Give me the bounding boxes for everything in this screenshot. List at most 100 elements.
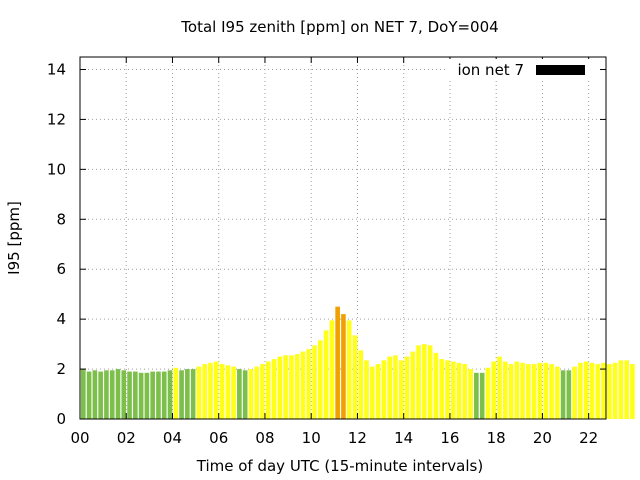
bar [242, 370, 248, 419]
y-tick-label: 8 [56, 210, 66, 228]
bar [630, 364, 635, 419]
x-tick-label: 02 [117, 429, 136, 447]
bar [491, 361, 497, 419]
bar [554, 366, 560, 419]
bar [422, 344, 427, 419]
bar [462, 364, 468, 419]
x-axis-label: Time of day UTC (15-minute intervals) [196, 457, 483, 475]
x-tick-label: 22 [579, 429, 598, 447]
bar [138, 372, 144, 419]
bar [86, 371, 92, 419]
bar [150, 371, 155, 419]
bar [312, 345, 317, 419]
chart-title: Total I95 zenith [ppm] on NET 7, DoY=004 [180, 18, 498, 36]
bar [358, 350, 364, 419]
bar [144, 372, 150, 419]
bar [121, 370, 127, 419]
bar [346, 320, 352, 419]
bar [190, 369, 196, 419]
bar [156, 371, 161, 419]
bar [427, 345, 433, 419]
bar [479, 372, 485, 419]
bar [213, 361, 219, 419]
bar [254, 366, 260, 419]
bar [92, 370, 98, 419]
y-tick-label: 6 [56, 260, 66, 278]
y-tick-label: 12 [47, 110, 66, 128]
x-tick-label: 12 [348, 429, 367, 447]
bar [196, 366, 202, 419]
bar [306, 349, 312, 419]
bar [208, 362, 213, 419]
bar [520, 362, 525, 419]
y-tick-label: 4 [56, 310, 66, 328]
bar [219, 364, 225, 419]
bar [173, 367, 179, 419]
x-tick-label: 14 [394, 429, 413, 447]
bar [404, 356, 410, 419]
bar [133, 371, 138, 419]
bar [381, 360, 387, 419]
bar [572, 366, 577, 419]
bar [294, 354, 300, 419]
bar [387, 356, 392, 419]
axis-ticks [79, 57, 606, 420]
bar [607, 364, 612, 419]
bar [566, 370, 572, 419]
bar [439, 359, 444, 419]
bar [474, 372, 479, 419]
bar [612, 362, 618, 419]
x-tick-label: 06 [209, 429, 228, 447]
bar [167, 370, 173, 419]
bar [410, 351, 416, 419]
bar [514, 361, 520, 419]
x-tick-label: 10 [302, 429, 321, 447]
bar [618, 360, 624, 419]
bar [317, 340, 323, 419]
bar [531, 364, 537, 419]
bar [115, 369, 121, 419]
bar [543, 362, 549, 419]
bar [248, 369, 254, 419]
bar [537, 362, 543, 419]
bar [502, 361, 508, 419]
bar [98, 371, 103, 419]
plot-frame [79, 56, 607, 420]
x-tick-label: 00 [70, 429, 89, 447]
bar [595, 364, 601, 419]
bar [445, 360, 450, 419]
bar [456, 362, 462, 419]
bar [271, 359, 277, 419]
bar [450, 361, 456, 419]
x-tick-label: 18 [487, 429, 506, 447]
bar [560, 370, 566, 419]
bar [109, 370, 115, 419]
x-tick-label: 16 [440, 429, 459, 447]
y-tick-label: 14 [47, 60, 66, 78]
bar [179, 370, 184, 419]
bar [237, 369, 242, 419]
x-tick-label: 20 [533, 429, 552, 447]
bars [81, 306, 635, 419]
legend-label: ion net 7 [457, 61, 524, 79]
bar [352, 335, 358, 419]
bar [393, 355, 398, 419]
x-tick-labels: 00 02 04 06 08 10 12 14 16 18 20 22 [70, 429, 598, 447]
bar [127, 371, 132, 419]
legend-swatch [536, 65, 585, 75]
y-tick-label: 0 [56, 410, 66, 428]
bar [375, 364, 381, 419]
bar [231, 366, 236, 419]
legend: ion net 7 [447, 59, 597, 81]
bar [289, 355, 294, 419]
bar [364, 360, 369, 419]
bar [161, 371, 167, 419]
y-tick-labels: 0 2 4 6 8 10 12 14 [47, 60, 66, 428]
bar [370, 366, 375, 419]
y-tick-label: 10 [47, 160, 66, 178]
bar [526, 364, 531, 419]
bar [398, 360, 404, 419]
y-axis-label: I95 [ppm] [5, 201, 23, 275]
bar [225, 365, 231, 419]
